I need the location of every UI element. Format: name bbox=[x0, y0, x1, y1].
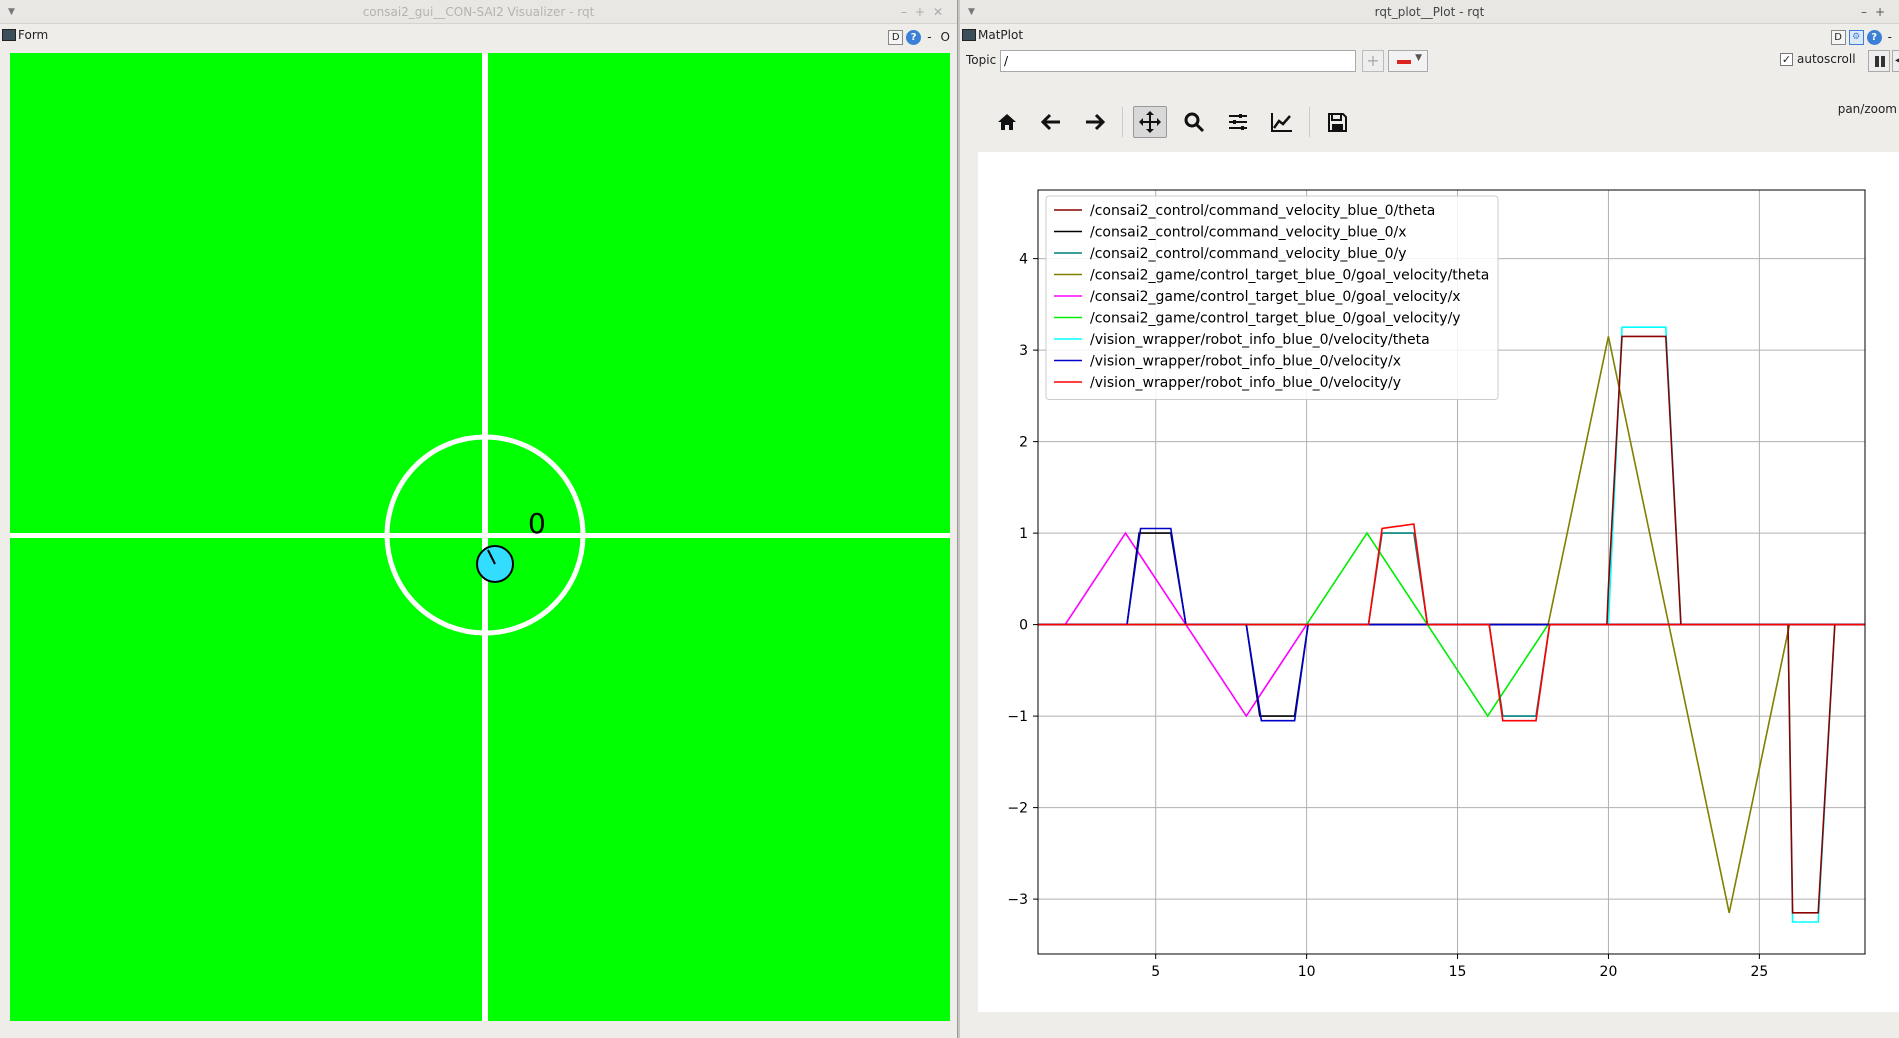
y-tick-label: 0 bbox=[1019, 618, 1028, 634]
clear-button[interactable]: ◀ bbox=[1892, 50, 1899, 72]
window-menu-icon[interactable]: ▼ bbox=[968, 7, 975, 17]
y-tick-label: 3 bbox=[1019, 343, 1028, 359]
pause-button[interactable] bbox=[1868, 50, 1890, 72]
save-icon bbox=[1328, 113, 1347, 132]
legend-entry: /vision_wrapper/robot_info_blue_0/veloci… bbox=[1090, 375, 1401, 391]
dock-minimize-button[interactable]: - bbox=[1887, 30, 1892, 44]
y-tick-label: −1 bbox=[1007, 709, 1028, 725]
y-tick-label: 2 bbox=[1019, 435, 1028, 451]
x-tick-label: 5 bbox=[1151, 964, 1160, 980]
plot-frame bbox=[1037, 189, 1866, 955]
topic-label: Topic bbox=[966, 53, 997, 67]
window-title: consai2_gui__CON-SAI2 Visualizer - rqt bbox=[362, 5, 595, 19]
help-icon[interactable]: ? bbox=[1866, 29, 1882, 45]
visualizer-titlebar[interactable]: ▼ consai2_gui__CON-SAI2 Visualizer - rqt… bbox=[0, 0, 957, 24]
subplots-icon bbox=[1229, 114, 1247, 130]
legend-entry: /consai2_control/command_velocity_blue_0… bbox=[1090, 203, 1435, 219]
pan-icon bbox=[1139, 111, 1161, 133]
add-topic-button[interactable]: + bbox=[1362, 50, 1384, 72]
topic-row: Topic + ▼ ✓ autoscroll ◀ bbox=[964, 48, 1899, 74]
soccer-field[interactable]: 0 bbox=[10, 53, 950, 1021]
matplot-icon bbox=[962, 29, 976, 41]
window-controls[interactable]: –+✕ bbox=[900, 5, 951, 19]
legend-entry: /consai2_control/command_velocity_blue_0… bbox=[1090, 225, 1407, 241]
zoom-button[interactable] bbox=[1177, 106, 1211, 138]
topic-input[interactable] bbox=[1000, 50, 1356, 72]
home-icon bbox=[998, 114, 1016, 130]
y-tick-label: −3 bbox=[1007, 892, 1028, 908]
forward-icon bbox=[1086, 113, 1106, 131]
autoscroll-checkbox[interactable]: ✓ bbox=[1780, 52, 1793, 66]
series-line bbox=[1038, 523, 1865, 722]
back-icon bbox=[1040, 113, 1060, 131]
x-tick-label: 10 bbox=[1298, 964, 1316, 980]
dock-minimize-button[interactable]: - bbox=[927, 30, 932, 44]
legend-entry: /consai2_control/command_velocity_blue_0… bbox=[1090, 246, 1407, 262]
mode-label: pan/zoom bbox=[1837, 102, 1897, 116]
help-icon[interactable]: ? bbox=[906, 29, 922, 45]
window-title: rqt_plot__Plot - rqt bbox=[1374, 5, 1485, 19]
axes-icon bbox=[1271, 113, 1292, 132]
dock-d-button[interactable]: D bbox=[1830, 29, 1846, 45]
toolbar-separator bbox=[1122, 107, 1123, 137]
center-circle bbox=[384, 434, 586, 636]
back-button[interactable] bbox=[1034, 106, 1068, 138]
y-tick-label: −2 bbox=[1007, 801, 1028, 817]
robot-marker[interactable] bbox=[476, 545, 514, 583]
save-button[interactable] bbox=[1320, 106, 1354, 138]
legend-entry: /consai2_game/control_target_blue_0/goal… bbox=[1090, 268, 1489, 284]
gear-icon[interactable]: ⚙ bbox=[1848, 29, 1864, 45]
plot-titlebar[interactable]: ▼ rqt_plot__Plot - rqt –+ bbox=[960, 0, 1899, 24]
robot-heading bbox=[487, 549, 496, 565]
matplotlib-toolbar bbox=[990, 104, 1364, 140]
window-menu-icon[interactable]: ▼ bbox=[8, 7, 15, 17]
line-chart[interactable]: 5 10 15 20 25 −3 −2 −1 0 1 2 3 4/consai2_control/com… bbox=[978, 152, 1899, 1012]
plot-canvas[interactable]: 5 10 15 20 25 −3 −2 −1 0 1 2 3 4/consai2_control/com… bbox=[978, 152, 1899, 1012]
dock-title: MatPlot bbox=[978, 28, 1024, 42]
toolbar-separator bbox=[1309, 107, 1310, 137]
dock-d-button[interactable]: D bbox=[888, 29, 904, 45]
minus-icon bbox=[1397, 60, 1411, 64]
y-tick-label: 4 bbox=[1019, 252, 1028, 268]
autoscroll-label: autoscroll bbox=[1797, 52, 1856, 66]
plot-dockbar: MatPlot D ⚙ ? - bbox=[960, 24, 1899, 46]
legend-box bbox=[1045, 195, 1499, 400]
window-controls[interactable]: –+ bbox=[1860, 5, 1893, 19]
legend-entry: /vision_wrapper/robot_info_blue_0/veloci… bbox=[1090, 354, 1401, 370]
center-line-horizontal bbox=[10, 533, 950, 538]
field-canvas: 0 bbox=[10, 53, 950, 1021]
visualizer-dockbar: Form D ? - O bbox=[0, 24, 957, 46]
zoom-icon bbox=[1184, 112, 1205, 133]
chevron-down-icon: ▼ bbox=[1415, 53, 1422, 63]
legend-entry: /consai2_game/control_target_blue_0/goal… bbox=[1090, 289, 1461, 305]
subplots-button[interactable] bbox=[1221, 106, 1255, 138]
legend-entry: /consai2_game/control_target_blue_0/goal… bbox=[1090, 311, 1461, 327]
x-tick-label: 20 bbox=[1600, 964, 1618, 980]
legend-entry: /vision_wrapper/robot_info_blue_0/veloci… bbox=[1090, 332, 1430, 348]
x-tick-label: 25 bbox=[1750, 964, 1768, 980]
visualizer-window: ▼ consai2_gui__CON-SAI2 Visualizer - rqt… bbox=[0, 0, 958, 1038]
robot-id-label: 0 bbox=[528, 507, 546, 540]
plot-window: ▼ rqt_plot__Plot - rqt –+ MatPlot D ⚙ ? … bbox=[960, 0, 1899, 1038]
y-tick-label: 1 bbox=[1019, 526, 1028, 542]
dock-close-button[interactable]: O bbox=[940, 30, 950, 44]
forward-button[interactable] bbox=[1078, 106, 1112, 138]
remove-topic-button[interactable]: ▼ bbox=[1388, 50, 1428, 72]
autoscroll-toggle[interactable]: ✓ autoscroll bbox=[1780, 52, 1856, 66]
home-button[interactable] bbox=[990, 106, 1024, 138]
monitor-icon bbox=[2, 29, 16, 41]
x-tick-label: 15 bbox=[1449, 964, 1467, 980]
axes-button[interactable] bbox=[1265, 106, 1299, 138]
pan-button[interactable] bbox=[1133, 106, 1167, 138]
dock-title: Form bbox=[18, 28, 49, 42]
